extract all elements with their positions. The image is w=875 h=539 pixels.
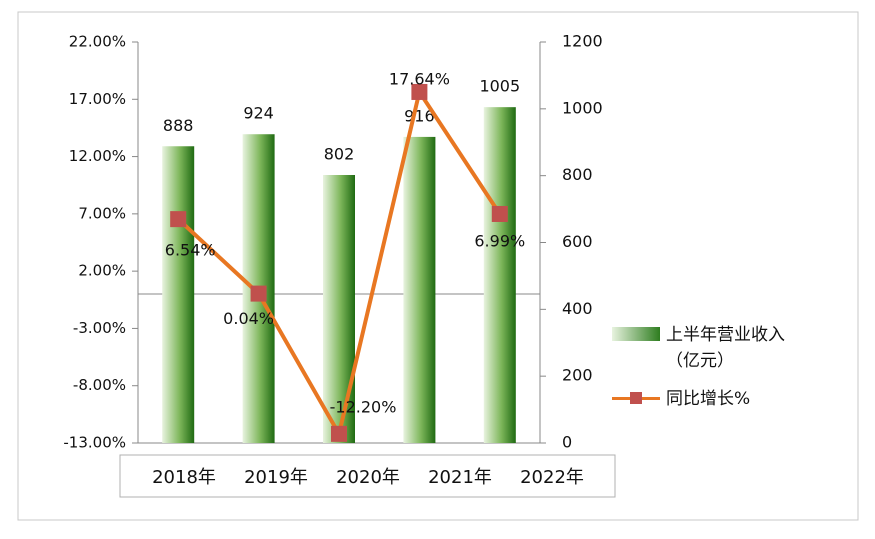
bar-value-label: 1005 [479,77,520,96]
marker [491,205,508,222]
y-tick-label: -13.00% [63,434,126,452]
bar-value-label: 888 [163,116,194,135]
bar [323,174,355,443]
legend-swatch [612,386,660,410]
bar-value-label: 802 [324,144,355,163]
line-value-label: 17.64% [389,69,450,88]
line-value-label: -12.20% [330,397,397,416]
x-tick-label: 2018年 [152,467,216,488]
y2-tick-label: 1000 [562,98,603,117]
x-tick-label: 2019年 [244,467,308,488]
legend-item: 上半年营业收入（亿元） [612,322,832,374]
bar [483,107,516,443]
y-tick-label: -8.00% [73,376,126,394]
x-tick-label: 2022年 [520,467,584,488]
marker [331,425,347,442]
marker [250,285,267,302]
legend-swatch [612,327,660,341]
legend: 上半年营业收入（亿元） 同比增长% [612,322,832,424]
line-value-label: 6.54% [165,241,216,260]
y-tick-label: -3.00% [73,319,126,337]
y2-tick-label: 800 [562,165,593,184]
x-tick-label: 2020年 [336,467,400,488]
y-tick-label: 22.00% [69,33,126,51]
category-box [119,454,616,498]
bar [403,136,436,444]
y2-tick-label: 600 [562,232,593,251]
legend-item: 同比增长% [612,386,832,412]
marker [170,211,187,228]
y2-tick-label: 400 [562,299,593,318]
x-tick-label: 2021年 [428,467,492,488]
y2-tick-label: 0 [562,433,572,452]
legend-label: 上半年营业收入（亿元） [666,325,785,371]
bar-value-label: 924 [243,104,274,123]
chart-frame [17,11,859,521]
line-value-label: 6.99% [474,231,525,250]
bar [162,146,195,443]
y-tick-label: 7.00% [78,204,126,222]
y2-tick-label: 200 [562,366,593,385]
marker [411,83,428,100]
y-tick-label: 2.00% [78,262,126,280]
line-value-label: 0.04% [223,309,274,328]
y-tick-label: 12.00% [69,147,126,165]
legend-marker [630,392,642,404]
y2-tick-label: 1200 [562,32,603,51]
legend-label: 同比增长% [666,389,751,409]
y-tick-label: 17.00% [69,90,126,108]
